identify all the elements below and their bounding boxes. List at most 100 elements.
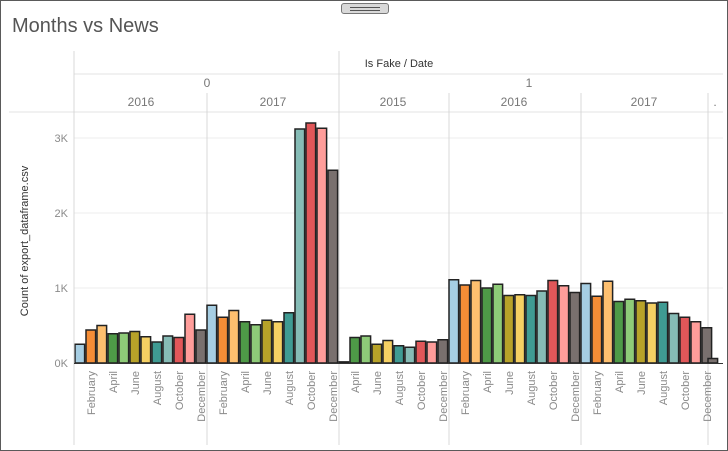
bar[interactable] bbox=[613, 300, 625, 364]
bar[interactable] bbox=[635, 300, 647, 364]
y-tick-label-0: 0K bbox=[55, 358, 69, 370]
bar[interactable] bbox=[679, 316, 691, 364]
x-tick-label: June bbox=[130, 371, 142, 395]
bar[interactable] bbox=[272, 321, 284, 364]
y-tick-label-3: 3K bbox=[55, 133, 69, 145]
x-tick-label: April bbox=[108, 371, 120, 393]
bar[interactable] bbox=[283, 312, 295, 364]
bar[interactable] bbox=[294, 128, 306, 364]
x-tick-label: April bbox=[350, 371, 362, 393]
bar[interactable] bbox=[503, 294, 515, 364]
x-tick-label: December bbox=[438, 371, 450, 422]
x-tick-label: August bbox=[152, 371, 164, 405]
x-tick-label: December bbox=[570, 371, 582, 422]
x-tick-label: August bbox=[394, 371, 406, 405]
x-tick-label: April bbox=[614, 371, 626, 393]
group-header-0: 0 bbox=[204, 76, 211, 90]
x-tick-label: February bbox=[218, 371, 230, 416]
bar[interactable] bbox=[327, 169, 339, 364]
year-header: 2016 bbox=[128, 95, 155, 109]
x-tick-label: June bbox=[372, 371, 384, 395]
bar[interactable] bbox=[657, 301, 669, 364]
year-header: 2017 bbox=[631, 95, 658, 109]
bar[interactable] bbox=[701, 327, 713, 364]
bar[interactable] bbox=[525, 294, 537, 364]
y-axis-label: Count of export_dataframe.csv bbox=[19, 165, 31, 316]
y-tick-label-1: 1K bbox=[55, 283, 69, 295]
group-header-1: 1 bbox=[526, 76, 533, 90]
bar[interactable] bbox=[74, 343, 86, 364]
bar[interactable] bbox=[349, 336, 361, 364]
bar[interactable] bbox=[162, 335, 174, 364]
bar[interactable] bbox=[140, 336, 152, 364]
x-tick-label: December bbox=[702, 371, 714, 422]
bar[interactable] bbox=[448, 279, 460, 364]
bar[interactable] bbox=[250, 324, 262, 364]
bar[interactable] bbox=[305, 122, 317, 364]
bar[interactable] bbox=[107, 333, 119, 364]
bar[interactable] bbox=[316, 127, 328, 364]
bar[interactable] bbox=[492, 283, 504, 364]
bar[interactable] bbox=[690, 321, 702, 364]
bar[interactable] bbox=[382, 339, 394, 364]
bar[interactable] bbox=[481, 287, 493, 364]
bar[interactable] bbox=[558, 285, 570, 364]
bars bbox=[74, 122, 719, 364]
bar[interactable] bbox=[646, 302, 658, 364]
bar[interactable] bbox=[173, 336, 185, 364]
x-tick-label: April bbox=[240, 371, 252, 393]
bar[interactable] bbox=[195, 329, 207, 364]
bar[interactable] bbox=[118, 332, 130, 364]
bar[interactable] bbox=[415, 340, 427, 364]
bar[interactable] bbox=[547, 279, 559, 364]
bar[interactable] bbox=[228, 309, 240, 364]
bar[interactable] bbox=[338, 361, 350, 364]
gridlines bbox=[74, 137, 723, 289]
bar[interactable] bbox=[569, 291, 581, 364]
bar[interactable] bbox=[184, 313, 196, 364]
x-tick-label: June bbox=[262, 371, 274, 395]
x-tick-label: October bbox=[174, 371, 186, 410]
bar[interactable] bbox=[96, 324, 108, 364]
bar[interactable] bbox=[151, 341, 163, 364]
bar[interactable] bbox=[602, 280, 614, 364]
bar[interactable] bbox=[624, 298, 636, 364]
bar[interactable] bbox=[85, 329, 97, 364]
year-header: 2017 bbox=[260, 95, 287, 109]
year-header: 2015 bbox=[380, 95, 407, 109]
bar[interactable] bbox=[514, 294, 526, 364]
year-header: 2016 bbox=[501, 95, 528, 109]
x-tick-label: February bbox=[460, 371, 472, 416]
sheet-title: Months vs News bbox=[12, 15, 159, 37]
bar[interactable] bbox=[404, 346, 416, 364]
x-tick-label: April bbox=[482, 371, 494, 393]
drag-handle[interactable] bbox=[341, 3, 389, 14]
bar[interactable] bbox=[129, 330, 141, 364]
bar[interactable] bbox=[536, 290, 548, 364]
column-header: Is Fake / Date bbox=[365, 58, 433, 70]
y-tick-label-2: 2K bbox=[55, 208, 69, 220]
bar[interactable] bbox=[668, 312, 680, 364]
x-tick-label: December bbox=[328, 371, 340, 422]
bar[interactable] bbox=[459, 284, 471, 364]
x-tick-label: October bbox=[680, 371, 692, 410]
bar[interactable] bbox=[470, 279, 482, 364]
bar[interactable] bbox=[371, 343, 383, 364]
bar[interactable] bbox=[437, 339, 449, 364]
bar[interactable] bbox=[707, 357, 719, 364]
axes bbox=[73, 51, 723, 445]
bar[interactable] bbox=[426, 341, 438, 364]
x-tick-label: June bbox=[636, 371, 648, 395]
labels: 0K 1K 2K 3K Count of export_dataframe.csv Is … bbox=[19, 58, 717, 422]
bar[interactable] bbox=[393, 345, 405, 364]
bar[interactable] bbox=[360, 335, 372, 364]
bar[interactable] bbox=[261, 319, 273, 364]
bar[interactable] bbox=[580, 282, 592, 364]
x-tick-label: February bbox=[86, 371, 98, 416]
x-tick-label: February bbox=[592, 371, 604, 416]
bar[interactable] bbox=[217, 316, 229, 364]
bar[interactable] bbox=[206, 304, 218, 364]
bar[interactable] bbox=[591, 295, 603, 364]
bar[interactable] bbox=[239, 321, 251, 364]
